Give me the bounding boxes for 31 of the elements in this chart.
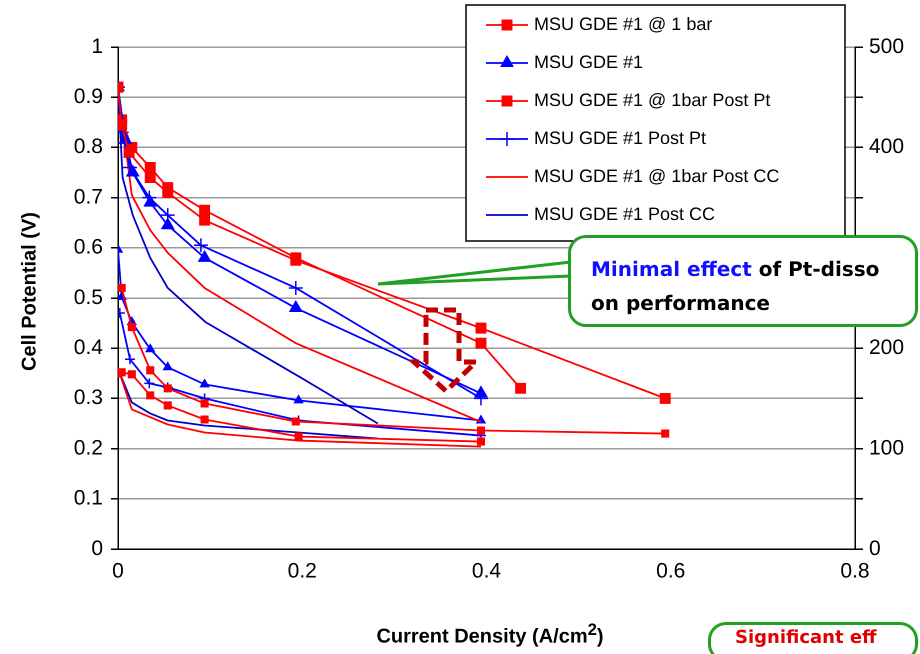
y-tick-label: 0.2 [74, 436, 103, 460]
legend-label: MSU GDE #1 [534, 52, 644, 72]
y2-tick-label: 0 [869, 536, 881, 560]
y-tick-label: 0.7 [74, 185, 103, 208]
text: Significant eff [708, 622, 918, 654]
legend-label: MSU GDE #1 Post Pt [534, 128, 706, 148]
x-tick-label: 0.2 [288, 559, 317, 582]
y-axis-title: Cell Potential (V) [18, 211, 42, 373]
y-tick-label: 0.4 [74, 336, 104, 359]
y2-tick-label: 200 [869, 336, 904, 359]
y-tick-label: 0.1 [74, 486, 103, 510]
y-tick-label: 0.5 [74, 286, 103, 309]
legend-label: MSU GDE #1 @ 1bar Post CC [534, 166, 780, 186]
legend-label: MSU GDE #1 @ 1 bar [534, 14, 712, 34]
legend-label: MSU GDE #1 @ 1bar Post Pt [534, 90, 770, 110]
x-tick-label: 0 [112, 559, 124, 582]
y-tick-label: 0.8 [74, 135, 103, 158]
x-tick-label: 0.6 [656, 559, 686, 582]
legend-label: MSU GDE #1 Post CC [534, 204, 716, 224]
y-tick-label: 1 [91, 34, 103, 58]
y2-tick-label: 500 [869, 34, 904, 58]
y-tick-label: 0 [91, 536, 103, 560]
y2-tick-label: 100 [869, 436, 904, 460]
y-tick-label: 0.6 [74, 236, 103, 259]
y2-tick-label: 400 [869, 135, 904, 158]
annotation: Minimal effect of Pt-disso on performance [568, 235, 918, 327]
y-tick-label: 0.9 [74, 84, 103, 108]
y-tick-label: 0.3 [74, 386, 103, 410]
x-tick-label: 0.8 [840, 559, 870, 582]
x-tick-label: 0.4 [472, 559, 502, 582]
x-axis-title: Current Density (A/cm$^{2}$) [375, 620, 605, 649]
